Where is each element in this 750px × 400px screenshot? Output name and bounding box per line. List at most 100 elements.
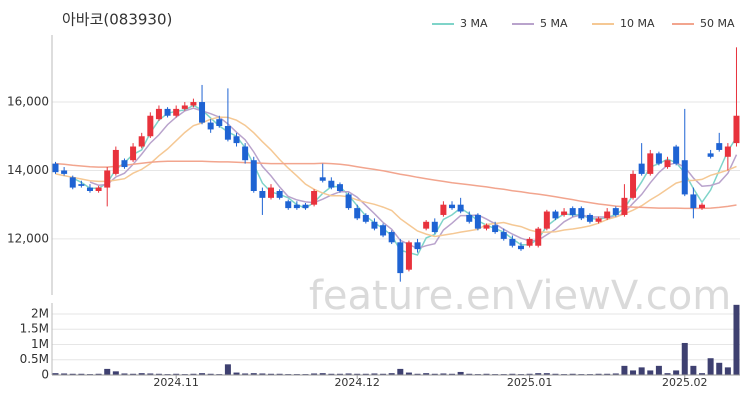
candle-body [104, 170, 111, 188]
candle-body [164, 108, 171, 116]
candle-body [492, 225, 499, 233]
volume-bar [457, 371, 464, 375]
candle-body [681, 160, 688, 195]
candle-body [95, 187, 102, 191]
volume-bar [52, 373, 59, 375]
volume-bar [440, 373, 447, 375]
candle-body [509, 238, 516, 246]
candle-body [552, 211, 559, 219]
volume-bar [328, 373, 335, 375]
volume-bar [242, 373, 249, 375]
candle-body [630, 173, 637, 198]
volume-bar [543, 373, 550, 375]
candle-body [517, 245, 524, 250]
candle-body [130, 146, 137, 161]
candle-body [276, 191, 283, 198]
y-tick-label: 1.5M [20, 322, 49, 336]
volume-bar [268, 373, 274, 375]
volume-bar [224, 364, 231, 375]
candle-body [61, 170, 68, 174]
candle-body [397, 242, 404, 274]
volume-bar [699, 373, 705, 375]
candle-body [483, 225, 490, 229]
volume-bar [104, 368, 111, 375]
candle-body [543, 211, 550, 229]
volume-bar [388, 373, 395, 375]
candle-body [380, 225, 387, 236]
candle-body [578, 208, 585, 219]
candle-body [466, 214, 473, 222]
candle-body [612, 208, 619, 215]
volume-bar [405, 372, 412, 375]
candle-body [362, 214, 369, 222]
volume-bar [199, 373, 206, 375]
y-tick-label: 16,000 [7, 95, 49, 109]
volume-bar [319, 373, 326, 375]
volume-bar [362, 373, 369, 375]
candle-body [199, 102, 206, 123]
candle-body [138, 136, 145, 147]
volume-bar [371, 373, 378, 375]
candle-body [328, 180, 335, 188]
candle-body [86, 187, 93, 191]
volume-bar [621, 365, 628, 375]
volume-bar [449, 373, 456, 375]
volume-bar [69, 373, 76, 375]
volume-bar [483, 373, 490, 375]
candle-body [181, 105, 188, 109]
y-tick-label: 0 [41, 368, 49, 382]
ma-line [72, 104, 738, 256]
volume-bar [535, 373, 542, 375]
candle-body [724, 146, 731, 157]
candle-body [673, 146, 680, 164]
volume-bar [414, 373, 421, 375]
candle-body [561, 211, 568, 215]
x-tick-label: 2025.01 [507, 376, 553, 389]
y-tick-label: 0.5M [20, 352, 49, 366]
volume-bar [604, 373, 611, 375]
candle-body [293, 204, 300, 209]
y-tick-label: 14,000 [7, 163, 49, 177]
volume-bar [716, 362, 723, 375]
candle-body [526, 238, 533, 246]
volume-bar [78, 373, 85, 375]
candle-body [621, 197, 628, 215]
volume-bar [250, 373, 257, 375]
candle-body [440, 204, 447, 215]
candle-body [354, 208, 361, 219]
y-tick-label: 1M [31, 337, 49, 351]
volume-bar [276, 373, 283, 375]
candle-body [405, 242, 412, 270]
candle-body [664, 160, 671, 168]
volume-bar [130, 373, 137, 375]
volume-bar [233, 372, 240, 375]
candle-body [655, 153, 662, 164]
candle-body [190, 102, 197, 106]
y-tick-label: 2M [31, 306, 49, 320]
candle-body [250, 160, 257, 191]
legend-label: 10 MA [620, 17, 655, 30]
x-tick-label: 2024.11 [153, 376, 199, 389]
volume-bar [707, 358, 714, 375]
candle-body [638, 163, 645, 174]
volume-bar [336, 373, 343, 375]
candle-body [336, 184, 343, 191]
ma-line [89, 107, 738, 250]
volume-bar [112, 371, 119, 375]
volume-bar [733, 304, 740, 375]
volume-bar [466, 373, 473, 375]
volume-bar [397, 368, 404, 375]
legend-label: 5 MA [540, 17, 568, 30]
volume-bar [423, 373, 430, 375]
candle-body [500, 232, 507, 239]
candle-body [388, 232, 395, 243]
candle-body [233, 136, 240, 144]
candle-body [699, 204, 705, 209]
candle-body [716, 143, 723, 150]
candle-body [371, 221, 378, 229]
candle-body [121, 160, 128, 168]
candle-body [242, 146, 249, 161]
volume-bar [552, 373, 559, 375]
candle-body [733, 115, 740, 144]
volume-bar [380, 373, 387, 375]
